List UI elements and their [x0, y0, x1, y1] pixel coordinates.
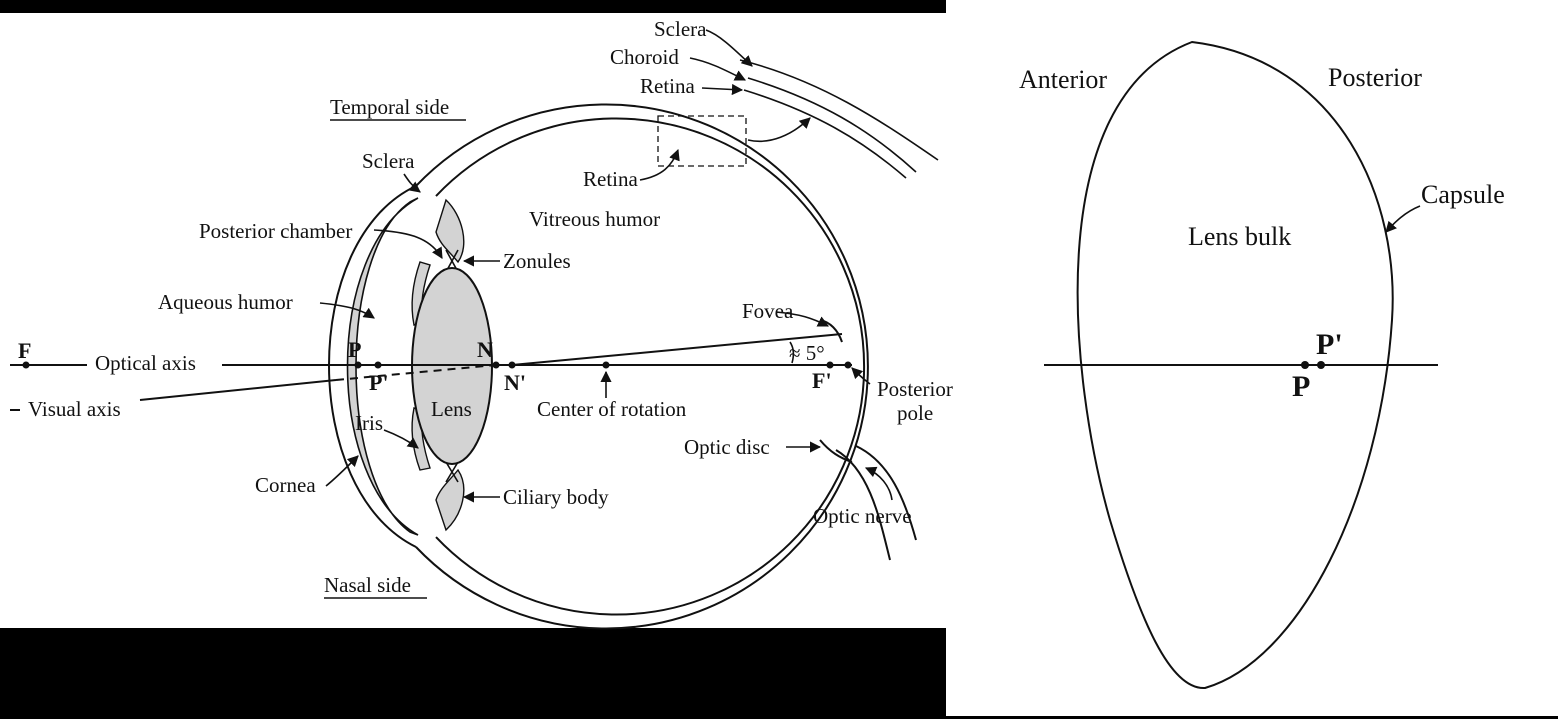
optic-nerve-b [855, 445, 917, 541]
label-nasal-side: Nasal side [324, 573, 411, 597]
label-choroid: Choroid [610, 45, 679, 69]
right-bottom-edge [946, 716, 1558, 719]
label-retina-inset: Retina [640, 74, 695, 98]
lens-point-P-prime-dot [1317, 361, 1325, 369]
inset-box [657, 115, 747, 167]
label-sclera: Sclera [362, 149, 415, 173]
label-temporal-side: Temporal side [330, 95, 449, 119]
ciliary-body-lower [435, 468, 465, 532]
label-retina: Retina [583, 167, 638, 191]
leader-iris [383, 429, 419, 449]
label-anterior: Anterior [1019, 65, 1107, 94]
label-lens-bulk: Lens bulk [1188, 222, 1291, 251]
label-point-F-prime: F' [812, 368, 832, 393]
visual-axis-left [139, 379, 337, 401]
leader-posterior-chamber [373, 229, 443, 259]
optic-nerve-a [835, 449, 891, 561]
eye-diagram: Temporal side Nasal side Sclera Choroid … [10, 17, 953, 630]
zonules-lower [445, 461, 459, 483]
bottom-black-band [0, 628, 946, 719]
label-point-N-prime: N' [504, 370, 526, 395]
label-center-of-rotation: Center of rotation [537, 397, 687, 421]
leader-sclera [403, 173, 421, 193]
leader-retina-inset [701, 83, 744, 96]
leader-fovea [775, 311, 830, 327]
label-posterior-pole-1: Posterior [877, 377, 953, 401]
leader-choroid [689, 57, 747, 81]
inset-sclera-line [739, 59, 939, 161]
label-cornea: Cornea [255, 473, 316, 497]
angle-arc [789, 341, 795, 364]
sclera-outer-wall [415, 103, 869, 630]
leader-cornea [325, 455, 359, 487]
top-black-band [0, 0, 946, 13]
label-iris: Iris [355, 411, 383, 435]
label-visual-axis: Visual axis [28, 397, 121, 421]
label-zonules: Zonules [503, 249, 571, 273]
label-point-F: F [18, 338, 31, 363]
label-posterior-pole-2: pole [897, 401, 933, 425]
leader-capsule [1385, 205, 1421, 233]
leader-posterior-pole [851, 367, 871, 385]
point-F-prime-dot [826, 361, 834, 369]
inset-arrow [747, 117, 811, 142]
lens-diagram: Anterior Posterior Capsule Lens bulk P P… [1019, 40, 1505, 690]
label-fovea: Fovea [742, 299, 794, 323]
retina-inner-wall [435, 117, 866, 616]
label-point-P-prime: P' [369, 370, 389, 395]
label-optical-axis: Optical axis [95, 351, 196, 375]
label-lens-point-P: P [1292, 370, 1310, 403]
label-angle: ≈ 5° [789, 341, 825, 365]
inset-choroid-line [747, 77, 917, 173]
inset-retina-line [743, 89, 907, 179]
point-P-prime-dot [374, 361, 382, 369]
label-vitreous-humor: Vitreous humor [529, 207, 660, 231]
label-optic-disc: Optic disc [684, 435, 770, 459]
center-of-rotation-dot [602, 361, 610, 369]
point-F-dot [22, 361, 30, 369]
label-posterior-chamber: Posterior chamber [199, 219, 352, 243]
visual-axis-dashed [335, 364, 497, 381]
leader-aqueous-humor [319, 302, 375, 319]
label-sclera-inset: Sclera [654, 17, 707, 41]
point-P-dot [354, 361, 362, 369]
leader-sclera-inset [705, 29, 753, 67]
lens-capsule-outline [1076, 40, 1394, 690]
cornea-shading [346, 197, 419, 536]
ciliary-body-upper [435, 198, 465, 264]
leader-retina [639, 148, 680, 181]
label-ciliary-body: Ciliary body [503, 485, 609, 509]
lens-point-P-dot [1301, 361, 1309, 369]
posterior-pole-dot [844, 361, 852, 369]
label-point-P: P [348, 337, 361, 362]
point-N-dot [492, 361, 500, 369]
label-aqueous-humor: Aqueous humor [158, 290, 293, 314]
label-lens-point-P-prime: P' [1316, 328, 1343, 361]
label-point-N: N [477, 337, 493, 362]
label-lens: Lens [431, 397, 472, 421]
label-optic-nerve: Optic nerve [813, 504, 912, 528]
visual-axis-right [511, 333, 843, 366]
label-capsule: Capsule [1421, 180, 1505, 209]
leader-optic-nerve [864, 466, 893, 501]
label-posterior: Posterior [1328, 63, 1422, 92]
point-N-prime-dot [508, 361, 516, 369]
